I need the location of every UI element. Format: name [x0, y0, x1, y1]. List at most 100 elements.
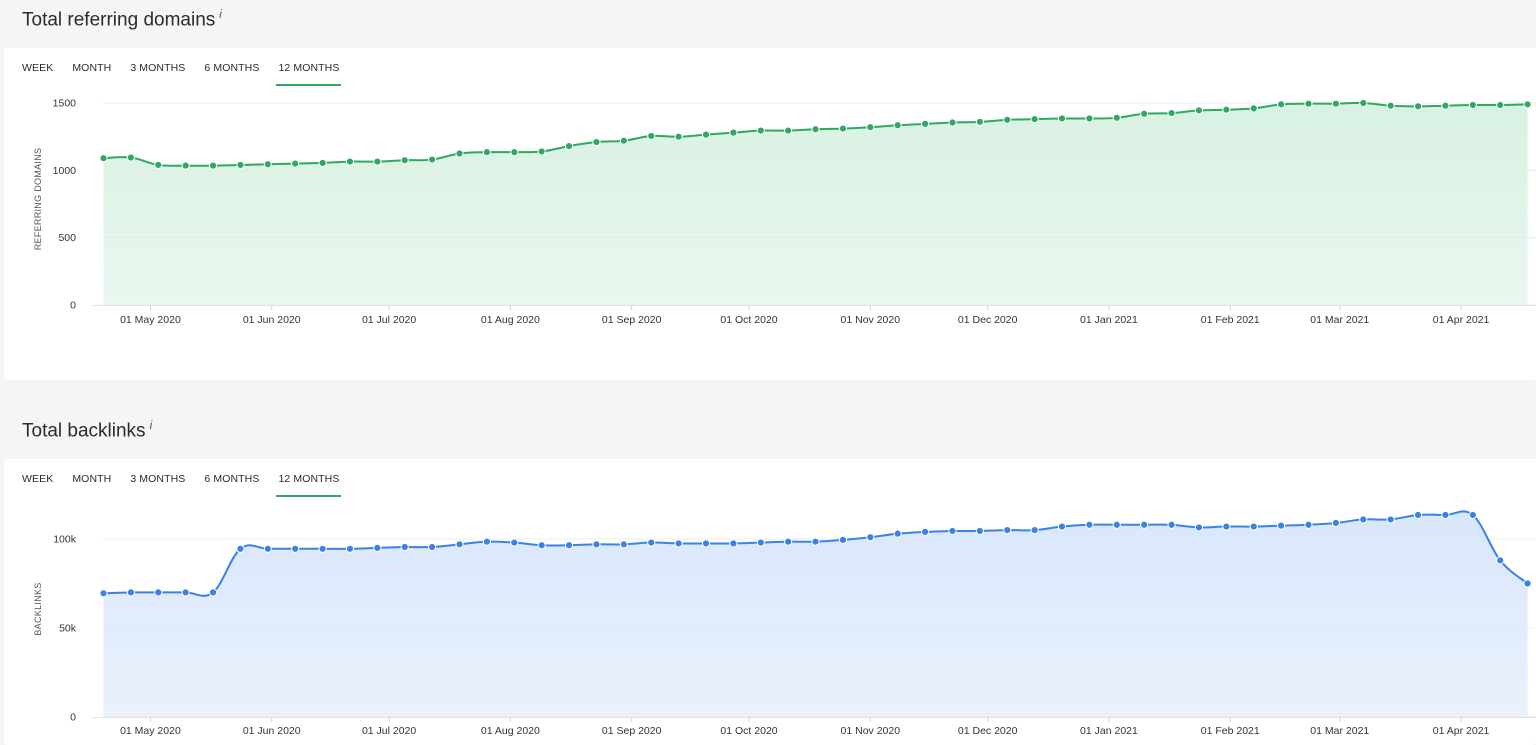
data-point[interactable] — [1331, 99, 1340, 108]
data-point[interactable] — [647, 538, 656, 547]
data-point[interactable] — [975, 117, 984, 126]
tab-3-months[interactable]: 3 MONTHS — [130, 473, 186, 485]
data-point[interactable] — [1331, 518, 1340, 528]
info-icon[interactable]: i — [149, 418, 153, 432]
data-point[interactable] — [1386, 101, 1395, 110]
data-point[interactable] — [1359, 515, 1368, 524]
data-point[interactable] — [455, 540, 464, 549]
tab-6-months[interactable]: 6 MONTHS — [204, 473, 260, 485]
data-point[interactable] — [1249, 522, 1258, 531]
data-point[interactable] — [1085, 114, 1094, 123]
data-point[interactable] — [208, 588, 218, 597]
data-point[interactable] — [1057, 522, 1067, 531]
data-point[interactable] — [1304, 99, 1313, 108]
data-point[interactable] — [537, 541, 546, 550]
data-point[interactable] — [948, 118, 957, 127]
data-point[interactable] — [1030, 526, 1039, 535]
data-point[interactable] — [920, 527, 930, 536]
tab-3-months[interactable]: 3 MONTHS — [130, 62, 186, 74]
data-point[interactable] — [1003, 526, 1012, 535]
data-point[interactable] — [1359, 98, 1368, 108]
data-point[interactable] — [647, 131, 656, 141]
data-point[interactable] — [1030, 115, 1039, 124]
data-point[interactable] — [1140, 109, 1149, 118]
data-point[interactable] — [975, 526, 984, 536]
data-point[interactable] — [154, 588, 163, 597]
data-point[interactable] — [701, 539, 711, 548]
data-point[interactable] — [729, 128, 738, 137]
data-point[interactable] — [564, 541, 574, 550]
data-point[interactable] — [99, 154, 108, 163]
data-point[interactable] — [1057, 114, 1067, 123]
data-point[interactable] — [1167, 520, 1176, 529]
data-point[interactable] — [236, 160, 245, 170]
data-point[interactable] — [181, 588, 190, 597]
info-icon[interactable]: i — [219, 7, 222, 21]
tab-6-months[interactable]: 6 MONTHS — [204, 62, 260, 74]
data-point[interactable] — [236, 544, 245, 553]
data-point[interactable] — [126, 588, 135, 597]
data-point[interactable] — [345, 544, 355, 553]
data-point[interactable] — [537, 147, 546, 156]
data-point[interactable] — [400, 156, 409, 165]
data-point[interactable] — [428, 542, 437, 552]
data-point[interactable] — [592, 540, 601, 549]
data-point[interactable] — [291, 159, 300, 168]
data-point[interactable] — [291, 544, 300, 553]
data-point[interactable] — [893, 529, 902, 538]
data-point[interactable] — [510, 538, 519, 547]
data-point[interactable] — [893, 121, 902, 130]
tab-12-months[interactable]: 12 MONTHS — [276, 60, 342, 86]
data-point[interactable] — [1194, 106, 1204, 115]
data-point[interactable] — [619, 136, 628, 145]
data-point[interactable] — [1277, 521, 1286, 530]
tab-12-months[interactable]: 12 MONTHS — [276, 471, 342, 497]
data-point[interactable] — [1523, 100, 1532, 109]
data-point[interactable] — [126, 153, 135, 162]
tab-month[interactable]: MONTH — [72, 473, 112, 485]
data-point[interactable] — [1249, 104, 1258, 113]
data-point[interactable] — [674, 132, 683, 141]
data-point[interactable] — [1003, 115, 1012, 124]
data-point[interactable] — [1304, 520, 1313, 529]
data-point[interactable] — [838, 535, 848, 544]
data-point[interactable] — [838, 124, 848, 133]
data-point[interactable] — [1441, 510, 1450, 520]
data-point[interactable] — [866, 533, 875, 542]
data-point[interactable] — [482, 537, 492, 546]
data-point[interactable] — [345, 157, 355, 166]
data-point[interactable] — [318, 158, 327, 168]
data-point[interactable] — [756, 538, 765, 547]
data-point[interactable] — [1496, 100, 1505, 110]
data-point[interactable] — [564, 141, 574, 151]
data-point[interactable] — [866, 123, 875, 132]
data-point[interactable] — [1112, 520, 1121, 529]
data-point[interactable] — [1523, 579, 1532, 588]
data-point[interactable] — [400, 542, 409, 552]
data-point[interactable] — [373, 543, 382, 552]
data-point[interactable] — [181, 161, 190, 170]
data-point[interactable] — [1441, 101, 1450, 110]
data-point[interactable] — [318, 544, 327, 553]
data-point[interactable] — [208, 161, 218, 170]
tab-week[interactable]: WEEK — [22, 62, 54, 74]
data-point[interactable] — [510, 148, 519, 157]
data-point[interactable] — [428, 155, 437, 164]
tab-week[interactable]: WEEK — [22, 473, 54, 485]
data-point[interactable] — [1085, 520, 1094, 529]
data-point[interactable] — [1496, 556, 1505, 565]
data-point[interactable] — [263, 544, 272, 553]
data-point[interactable] — [1468, 100, 1477, 110]
data-point[interactable] — [1413, 102, 1423, 111]
data-point[interactable] — [482, 148, 492, 157]
data-point[interactable] — [99, 589, 108, 598]
data-point[interactable] — [948, 526, 957, 536]
data-point[interactable] — [756, 126, 765, 135]
data-point[interactable] — [455, 149, 464, 158]
data-point[interactable] — [1386, 515, 1395, 524]
data-point[interactable] — [1194, 523, 1204, 532]
data-point[interactable] — [1413, 510, 1423, 520]
data-point[interactable] — [1222, 522, 1231, 531]
data-point[interactable] — [1468, 510, 1477, 520]
data-point[interactable] — [263, 160, 272, 169]
